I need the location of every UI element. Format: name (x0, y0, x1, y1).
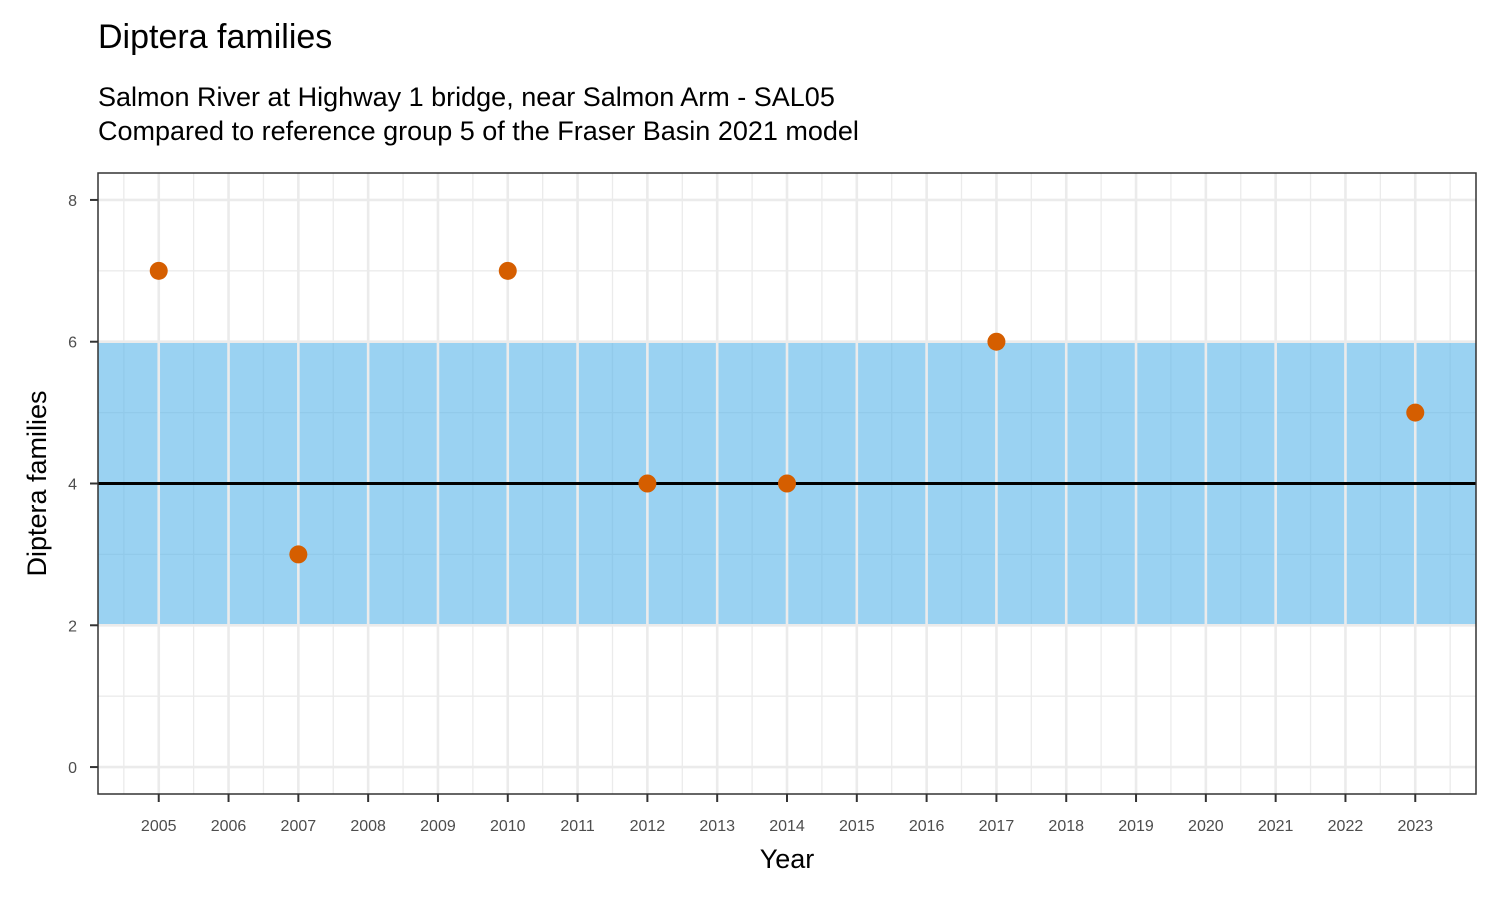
chart-subtitle-line-2: Compared to reference group 5 of the Fra… (98, 116, 859, 146)
data-point (778, 474, 796, 493)
chart-title: Diptera families (98, 18, 333, 56)
x-tick-label: 2010 (490, 818, 526, 835)
data-point (1406, 403, 1425, 422)
x-tick-label: 2016 (909, 818, 945, 835)
x-tick-label: 2020 (1188, 818, 1224, 835)
y-tick-label: 8 (68, 193, 77, 210)
y-axis-ticks: 0 2 4 6 8 (68, 193, 98, 777)
y-axis-title: Diptera families (22, 390, 52, 576)
x-tick-label: 2021 (1258, 818, 1294, 835)
data-point (149, 261, 168, 280)
x-tick-label: 2005 (141, 818, 177, 835)
x-tick-label: 2015 (839, 818, 875, 835)
x-tick-label: 2007 (281, 818, 317, 835)
x-tick-label: 2013 (699, 818, 735, 835)
x-tick-label: 2017 (979, 818, 1015, 835)
x-tick-label: 2022 (1328, 818, 1364, 835)
y-tick-label: 6 (68, 335, 77, 352)
x-tick-label: 2006 (211, 818, 247, 835)
data-point (289, 545, 308, 564)
data-point (498, 261, 517, 280)
x-tick-label: 2011 (560, 818, 595, 835)
x-tick-label: 2014 (769, 818, 805, 835)
x-tick-label: 2018 (1048, 818, 1084, 835)
x-axis-ticks: 2005 2006 2007 2008 2009 2010 2011 2012 2013 2014… (141, 794, 1433, 835)
x-tick-label: 2008 (350, 818, 386, 835)
x-tick-label: 2009 (420, 818, 456, 835)
x-tick-label: 2023 (1397, 818, 1433, 835)
x-tick-label: 2012 (630, 818, 666, 835)
data-point (638, 474, 657, 493)
y-tick-label: 4 (68, 477, 77, 494)
x-axis-title: Year (760, 844, 815, 874)
y-tick-label: 2 (68, 618, 77, 635)
data-points (149, 261, 1425, 564)
x-tick-label: 2019 (1118, 818, 1154, 835)
y-tick-label: 0 (68, 760, 77, 777)
data-point (987, 332, 1006, 351)
chart-subtitle-line-1: Salmon River at Highway 1 bridge, near S… (98, 82, 835, 112)
